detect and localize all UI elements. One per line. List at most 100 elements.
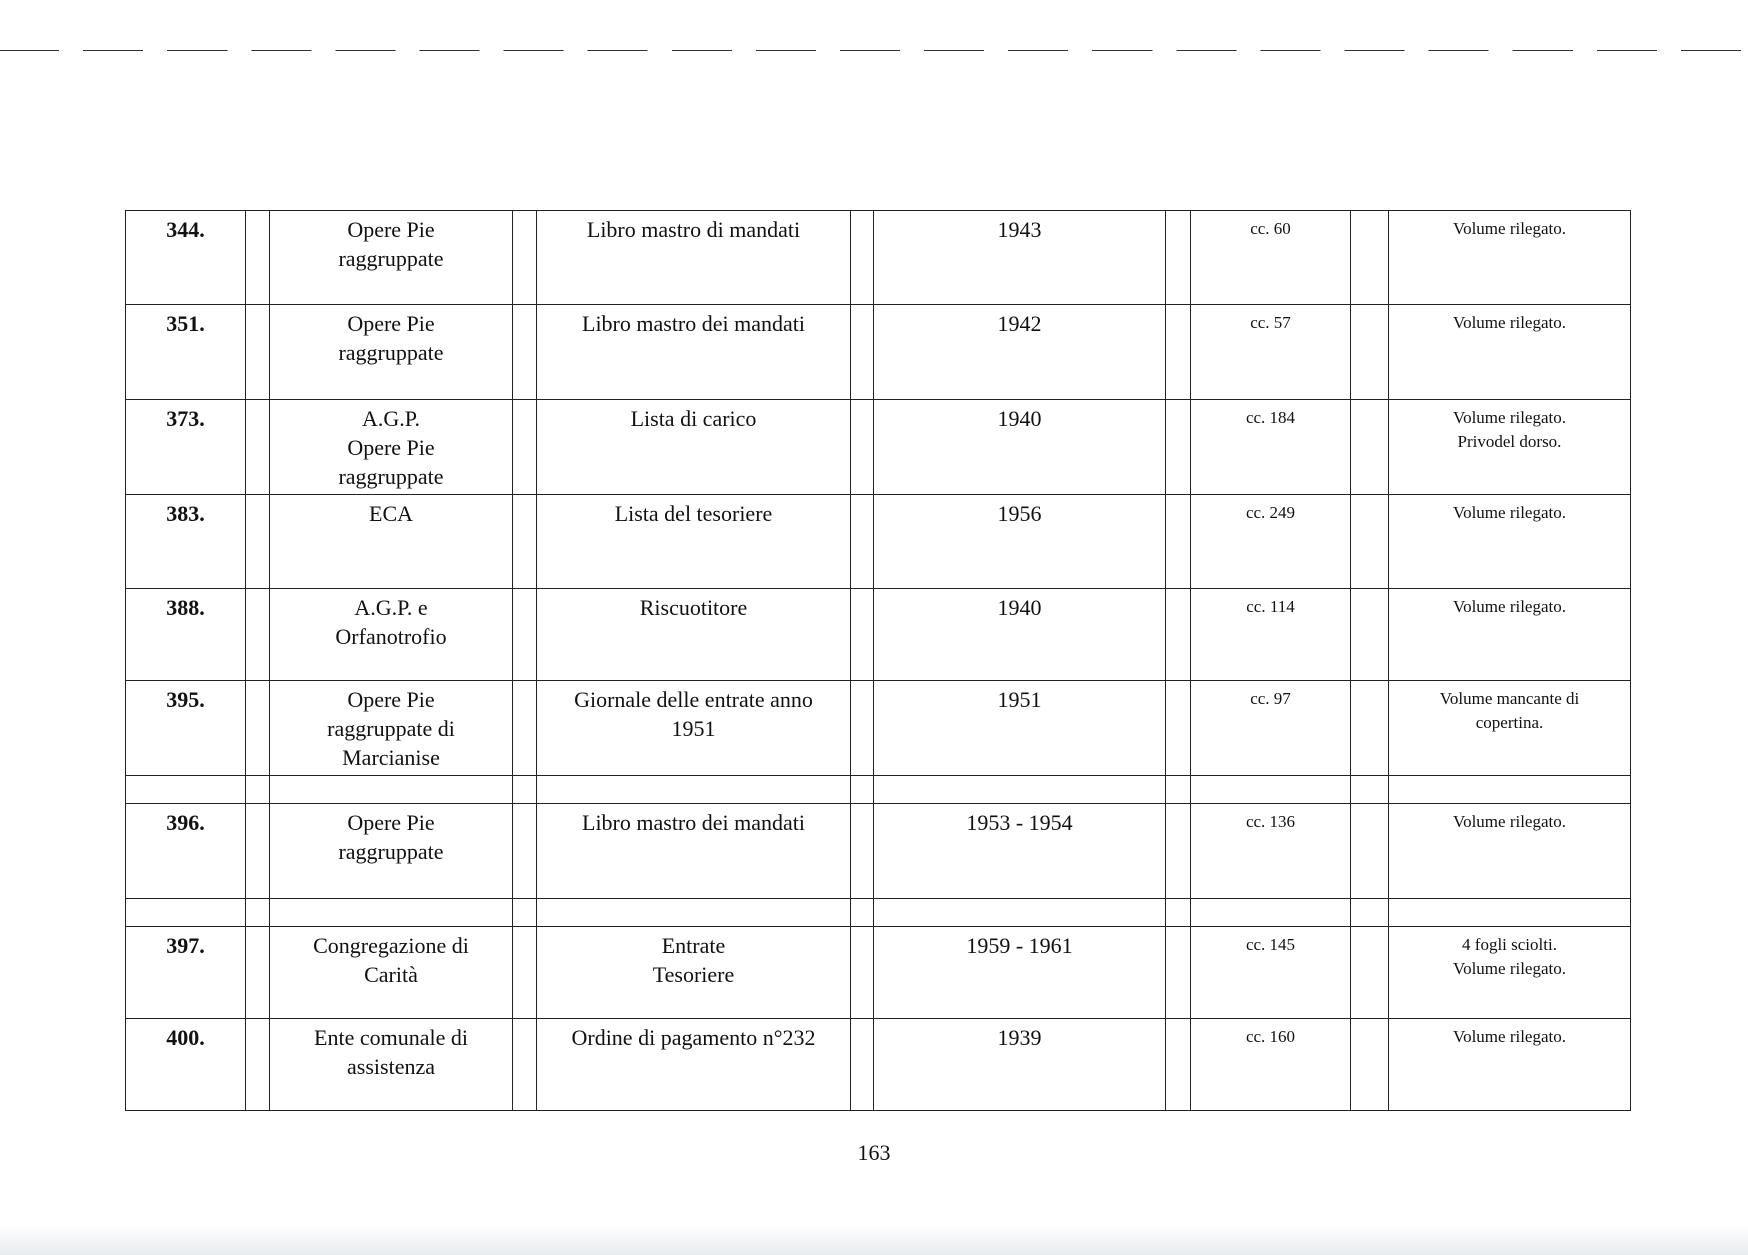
ente-cell: ECA xyxy=(269,494,513,589)
blank-cell xyxy=(512,898,537,927)
ente-cell-line: Opere Pie xyxy=(347,687,435,712)
blank-cell xyxy=(850,680,874,776)
ente-cell: Opere Pie raggruppate xyxy=(269,803,513,899)
blank-cell xyxy=(850,210,874,305)
blank-cell xyxy=(850,494,874,589)
notes-cell-line: Volume rilegato. xyxy=(1453,1027,1566,1046)
blank-cell xyxy=(1350,399,1389,495)
blank-cell xyxy=(512,588,537,681)
title-cell-line: Libro mastro di mandati xyxy=(586,217,801,242)
blank-cell xyxy=(125,775,246,804)
sheets-cell: cc. 97 xyxy=(1190,680,1351,776)
years-cell: 1940 xyxy=(873,399,1166,495)
title-cell: Lista del tesoriere xyxy=(536,494,851,589)
blank-cell xyxy=(512,926,537,1019)
ente-cell-line: Opere Pie xyxy=(347,810,435,835)
ente-cell-line: A.G.P. xyxy=(361,406,421,431)
record-number: 351. xyxy=(125,304,246,400)
blank-cell xyxy=(1350,210,1389,305)
blank-cell xyxy=(850,399,874,495)
notes-cell-line: Privodel dorso. xyxy=(1457,432,1562,451)
blank-cell xyxy=(245,210,270,305)
blank-cell xyxy=(536,898,851,927)
blank-cell xyxy=(1388,898,1631,927)
notes-cell-line: Volume mancante di xyxy=(1439,689,1580,708)
record-number: 344. xyxy=(125,210,246,305)
title-cell: Entrate Tesoriere xyxy=(536,926,851,1019)
ente-cell: A.G.P. e Orfanotrofio xyxy=(269,588,513,681)
blank-cell xyxy=(512,803,537,899)
title-cell-line: Giornale delle entrate anno xyxy=(574,687,813,712)
years-cell: 1959 - 1961 xyxy=(873,926,1166,1019)
record-number: 388. xyxy=(125,588,246,681)
spacer-row xyxy=(125,775,1631,804)
record-number: 383. xyxy=(125,494,246,589)
ente-cell-line: A.G.P. e xyxy=(354,595,428,620)
title-cell: Ordine di pagamento n°232 xyxy=(536,1018,851,1111)
blank-cell xyxy=(245,494,270,589)
blank-cell xyxy=(1350,588,1389,681)
title-cell-line: Tesoriere xyxy=(652,962,735,987)
blank-cell xyxy=(850,803,874,899)
blank-cell xyxy=(1350,304,1389,400)
ente-cell-line: raggruppate xyxy=(338,246,444,271)
blank-cell xyxy=(512,304,537,400)
blank-cell xyxy=(1190,775,1351,804)
blank-cell xyxy=(1165,898,1191,927)
ente-cell-line: Marcianise xyxy=(342,745,440,770)
page-number: 163 xyxy=(857,1140,891,1165)
blank-cell xyxy=(512,494,537,589)
blank-cell xyxy=(1165,1018,1191,1111)
notes-cell-line: Volume rilegato. xyxy=(1453,219,1566,238)
ente-cell-line: raggruppate di xyxy=(327,716,455,741)
years-cell: 1953 - 1954 xyxy=(873,803,1166,899)
blank-cell xyxy=(1165,588,1191,681)
blank-cell xyxy=(245,926,270,1019)
blank-cell xyxy=(1350,926,1389,1019)
blank-cell xyxy=(850,926,874,1019)
years-cell: 1939 xyxy=(873,1018,1166,1111)
notes-cell: 4 fogli sciolti. Volume rilegato. xyxy=(1388,926,1631,1019)
blank-cell xyxy=(1165,304,1191,400)
notes-cell: Volume rilegato. xyxy=(1388,1018,1631,1111)
title-cell-line: Entrate xyxy=(661,933,726,958)
title-cell: Riscuotitore xyxy=(536,588,851,681)
ente-cell: Opere Pie raggruppate xyxy=(269,210,513,305)
table-row: 388. A.G.P. e Orfanotrofio Riscuotitore 1940… xyxy=(125,588,1631,681)
blank-cell xyxy=(850,898,874,927)
table-row: 395. Opere Pie raggruppate di Marcianise Gio… xyxy=(125,680,1631,776)
blank-cell xyxy=(1350,1018,1389,1111)
inventory-table: 344. Opere Pie raggruppate Libro mastro di … xyxy=(125,210,1631,1111)
title-cell-line: Libro mastro dei mandati xyxy=(582,311,805,336)
header-dashed-rule xyxy=(0,50,1748,51)
years-cell: 1942 xyxy=(873,304,1166,400)
ente-cell-line: raggruppate xyxy=(338,464,444,489)
title-cell: Lista di carico xyxy=(536,399,851,495)
notes-cell-line: Volume rilegato. xyxy=(1453,812,1566,831)
record-number: 396. xyxy=(125,803,246,899)
blank-cell xyxy=(245,680,270,776)
table-row: 351. Opere Pie raggruppate Libro mastro dei… xyxy=(125,304,1631,400)
notes-cell: Volume rilegato. xyxy=(1388,304,1631,400)
blank-cell xyxy=(512,1018,537,1111)
ente-cell-line: Opere Pie xyxy=(347,311,435,336)
sheets-cell: cc. 60 xyxy=(1190,210,1351,305)
title-cell-line: Riscuotitore xyxy=(639,595,748,620)
blank-cell xyxy=(512,775,537,804)
sheets-cell: cc. 136 xyxy=(1190,803,1351,899)
notes-cell-line: Volume rilegato. xyxy=(1453,959,1566,978)
blank-cell xyxy=(1350,898,1389,927)
blank-cell xyxy=(245,803,270,899)
blank-cell xyxy=(245,898,270,927)
blank-cell xyxy=(873,775,1166,804)
blank-cell xyxy=(1165,775,1191,804)
title-cell-line: Lista di carico xyxy=(630,406,757,431)
blank-cell xyxy=(1388,775,1631,804)
record-number: 400. xyxy=(125,1018,246,1111)
title-cell-line: Libro mastro dei mandati xyxy=(582,810,805,835)
ente-cell-line: raggruppate xyxy=(338,839,444,864)
table-row: 397. Congregazione di Carità Entrate Tesorie… xyxy=(125,926,1631,1019)
blank-cell xyxy=(1350,494,1389,589)
ente-cell: Opere Pie raggruppate di Marcianise xyxy=(269,680,513,776)
blank-cell xyxy=(512,399,537,495)
